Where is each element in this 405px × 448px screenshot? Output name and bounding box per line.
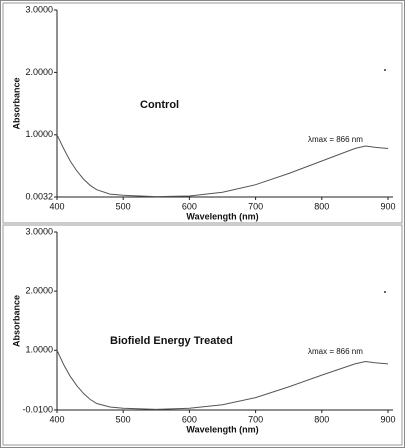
x-tick-label: 400: [49, 414, 64, 424]
x-tick-label: 800: [314, 201, 329, 211]
x-axis-label: Wavelength (nm): [186, 211, 258, 221]
x-tick-label: 900: [380, 414, 395, 424]
y-tick-label: 1.0000: [25, 345, 53, 355]
y-tick-label: 3.0000: [25, 4, 53, 14]
x-tick-label: 900: [380, 201, 395, 211]
spectrum-line: [56, 134, 389, 198]
y-tick-label: 3.0000: [25, 226, 53, 236]
panel-border: [2, 224, 403, 446]
annotation: Control: [140, 99, 179, 111]
corner-dot: [384, 291, 386, 293]
corner-dot: [384, 69, 386, 71]
x-tick-label: 500: [116, 414, 131, 424]
lambda-max-label: λmax = 866 nm: [308, 135, 363, 144]
x-tick-label: 800: [314, 414, 329, 424]
y-axis-label: Absorbance: [11, 77, 21, 129]
spectrum-line: [56, 350, 389, 410]
annotation: Biofield Energy Treated: [110, 335, 233, 347]
x-tick-label: 600: [182, 201, 197, 211]
x-tick-label: 700: [248, 201, 263, 211]
x-tick-label: 500: [116, 201, 131, 211]
panel-border: [2, 2, 403, 224]
x-tick-label: 400: [49, 201, 64, 211]
x-tick-label: 700: [248, 414, 263, 424]
y-tick-label: 2.0000: [25, 286, 53, 296]
lambda-max-label: λmax = 866 nm: [308, 347, 363, 356]
x-tick-label: 600: [182, 414, 197, 424]
y-axis-label: Absorbance: [11, 295, 21, 347]
y-tick-label: 2.0000: [25, 67, 53, 77]
x-axis-label: Wavelength (nm): [186, 424, 258, 434]
y-tick-label: 1.0000: [25, 129, 53, 139]
y-tick-label: -0.0100: [22, 404, 53, 414]
y-tick-label: 0.0032: [25, 191, 53, 201]
